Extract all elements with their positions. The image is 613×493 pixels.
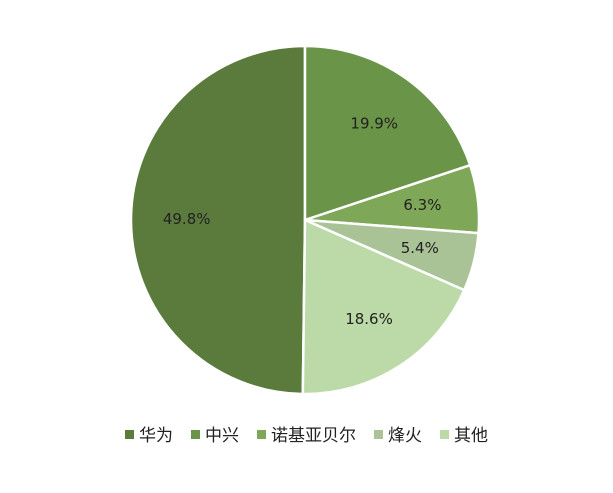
- data-label: 5.4%: [401, 239, 439, 257]
- pie-slice: [301, 218, 466, 396]
- legend-label: 烽火: [388, 426, 422, 446]
- pie-slice: [303, 44, 472, 222]
- legend-label: 诺基亚贝尔: [271, 426, 356, 446]
- data-label: 6.3%: [403, 196, 441, 214]
- legend-label: 华为: [139, 426, 173, 446]
- legend-swatch: [125, 430, 134, 439]
- legend-label: 其他: [454, 426, 488, 446]
- legend-swatch: [374, 430, 383, 439]
- data-label: 19.9%: [350, 115, 398, 133]
- data-label: 49.8%: [163, 210, 211, 228]
- legend-swatch: [440, 430, 449, 439]
- data-label: 18.6%: [345, 310, 393, 328]
- legend-label: 中兴: [205, 426, 239, 446]
- legend-swatch: [257, 430, 266, 439]
- pie-slice: [129, 44, 307, 396]
- legend-swatch: [191, 430, 200, 439]
- legend: 华为 中兴 诺基亚贝尔 烽火 其他: [125, 426, 488, 446]
